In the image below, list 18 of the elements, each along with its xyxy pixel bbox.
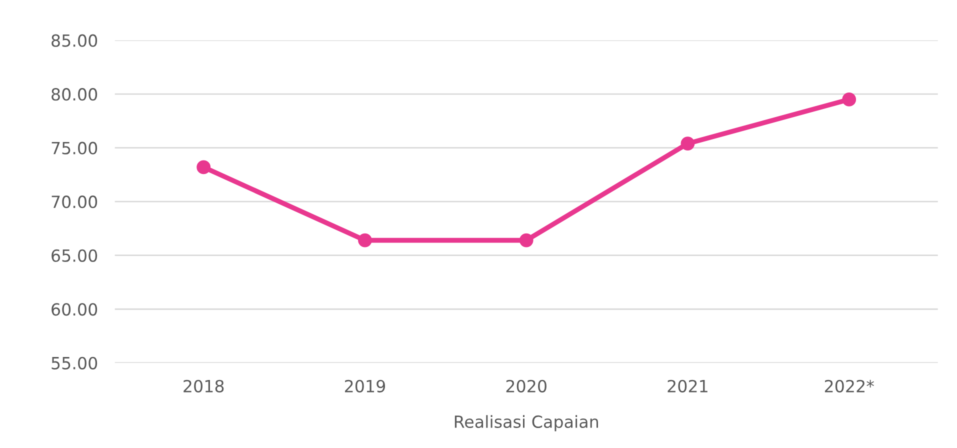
x-tick-label: 2019 xyxy=(344,380,386,392)
y-tick-label: 60.00 xyxy=(52,303,98,316)
x-tick-label: 2020 xyxy=(506,380,546,392)
x-tick-label: 2021 xyxy=(668,380,708,392)
point xyxy=(519,233,534,248)
x-axis-title: Realisasi Capaian xyxy=(454,415,598,432)
y-tick-label: 75.00 xyxy=(52,142,98,154)
y-tick-label: 85.00 xyxy=(52,34,98,47)
y-tick-label: 65.00 xyxy=(52,249,98,262)
x-tick-label: 2022* xyxy=(824,380,874,392)
y-tick-label: 55.00 xyxy=(52,356,98,370)
y-tick-label: 80.00 xyxy=(52,88,98,101)
point xyxy=(196,160,211,174)
x-tick-label: 2018 xyxy=(184,380,224,392)
y-tick-label: 70.00 xyxy=(52,196,98,208)
point xyxy=(680,136,695,150)
point xyxy=(842,92,856,106)
point xyxy=(358,233,372,248)
